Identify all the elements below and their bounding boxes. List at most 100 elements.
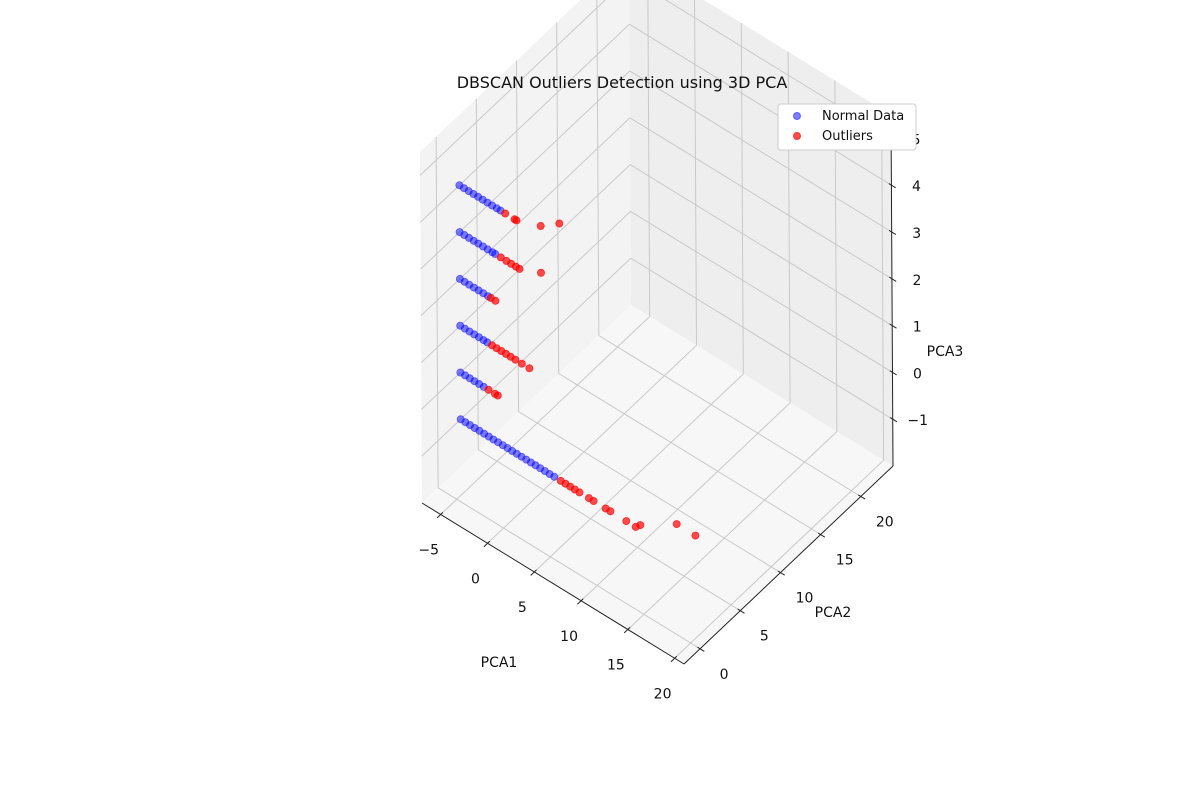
point-outliers [515, 264, 524, 273]
grid-line-y-floor [478, 449, 741, 612]
x-tick [623, 627, 631, 634]
y-tick [697, 646, 705, 652]
point-normal-data [550, 472, 559, 481]
grid-line-z-back [629, 164, 893, 327]
z-axis-label: PCA3 [927, 344, 964, 360]
y-axis-label: PCA2 [815, 605, 852, 621]
x-tick [483, 540, 491, 548]
grid-line-x-back [647, 0, 651, 317]
x-tick-label: −5 [418, 543, 439, 559]
z-tick-label: 0 [913, 366, 922, 382]
grid-line-x-floor [674, 459, 884, 659]
z-tick [889, 417, 898, 423]
grid-line-x-floor [533, 373, 744, 573]
x-tick [530, 569, 537, 576]
grid-line-y-left [475, 98, 479, 450]
scatter-points [455, 181, 700, 540]
y-tick [858, 494, 866, 500]
grid-line-z-left [419, 0, 606, 176]
grid-line-z-left [421, 257, 632, 457]
grid-line-z-back [629, 70, 892, 233]
y-tick-label: 20 [876, 515, 894, 531]
grid-line-z-left [420, 70, 631, 270]
point-outliers [512, 216, 521, 225]
grid-line-y-left [596, 0, 600, 336]
y-tick [817, 532, 826, 538]
grid-line-y-left [516, 60, 519, 412]
z-tick [889, 276, 897, 282]
grid-line-x-floor [440, 316, 651, 515]
legend-label-normal: Normal Data [822, 109, 904, 124]
point-outliers [501, 209, 510, 218]
point-outliers [493, 391, 502, 400]
z-tick-label: −1 [907, 413, 928, 429]
x-tick [577, 598, 584, 605]
y-tick-label: 10 [796, 591, 814, 607]
grid-line-z-left [420, 164, 631, 363]
point-outliers [575, 488, 584, 497]
point-outliers [555, 219, 564, 228]
point-outliers [622, 517, 631, 526]
x-tick-label: 10 [560, 629, 578, 645]
x-axis-label: PCA1 [481, 655, 518, 671]
axes-panes [420, 0, 893, 664]
grid-line-y-floor [437, 487, 701, 650]
grid-line-y-floor [598, 335, 862, 497]
chart-title: DBSCAN Outliers Detection using 3D PCA [457, 73, 788, 92]
point-outliers [672, 520, 681, 529]
grid-line-x-floor [627, 431, 838, 630]
point-outliers [691, 531, 700, 540]
grid-line-x-back [694, 0, 697, 346]
point-outliers [525, 364, 534, 373]
grid-line-x-back [881, 109, 885, 461]
grid-line-z-back [629, 23, 892, 186]
pane-floor [422, 305, 893, 664]
point-outliers [496, 253, 505, 262]
z-tick-label: 3 [912, 226, 921, 242]
point-outliers [491, 296, 500, 305]
y-tick-label: 15 [836, 553, 854, 569]
grid-line-z-back [630, 257, 893, 420]
grid-line-z-left [420, 23, 630, 223]
x-axis-line [421, 502, 685, 665]
z-tick [889, 370, 897, 376]
legend: Normal Data Outliers [777, 103, 917, 151]
z-tick [888, 183, 896, 189]
point-outliers [484, 385, 493, 394]
z-tick [888, 229, 897, 236]
x-tick-label: 5 [518, 600, 527, 616]
grid-line-z-back [630, 210, 893, 373]
y-tick [777, 570, 785, 576]
z-tick-label: 2 [912, 273, 921, 289]
z-tick-label: 1 [913, 320, 922, 336]
grid-line-y-floor [518, 411, 781, 574]
axes-grid [419, 0, 893, 659]
grid-line-z-left [420, 117, 631, 317]
x-tick-label: 0 [471, 571, 480, 587]
z-axis-line [890, 114, 894, 467]
point-outliers [606, 507, 615, 516]
grid-line-z-left [421, 211, 631, 410]
grid-line-y-left [556, 22, 560, 374]
x-tick-label: 15 [607, 658, 625, 674]
grid-line-y-left [435, 136, 439, 488]
axes-lines [421, 114, 894, 665]
z-tick-label: 4 [912, 179, 921, 195]
y-tick-label: 0 [720, 667, 729, 683]
point-outliers [517, 359, 526, 368]
z-tick [889, 323, 897, 329]
grid-line-x-back [740, 22, 744, 375]
grid-line-z-back [629, 117, 893, 280]
x-tick [670, 655, 678, 663]
grid-line-x-floor [487, 344, 697, 544]
legend-marker-outliers [793, 132, 801, 140]
y-axis-line [683, 465, 894, 665]
point-outliers [636, 521, 645, 530]
legend-frame [777, 103, 917, 151]
y-tick-label: 5 [760, 629, 769, 645]
x-tick-label: 20 [654, 686, 672, 702]
y-tick [737, 608, 745, 614]
legend-label-outliers: Outliers [822, 129, 873, 144]
legend-marker-normal [793, 112, 801, 120]
